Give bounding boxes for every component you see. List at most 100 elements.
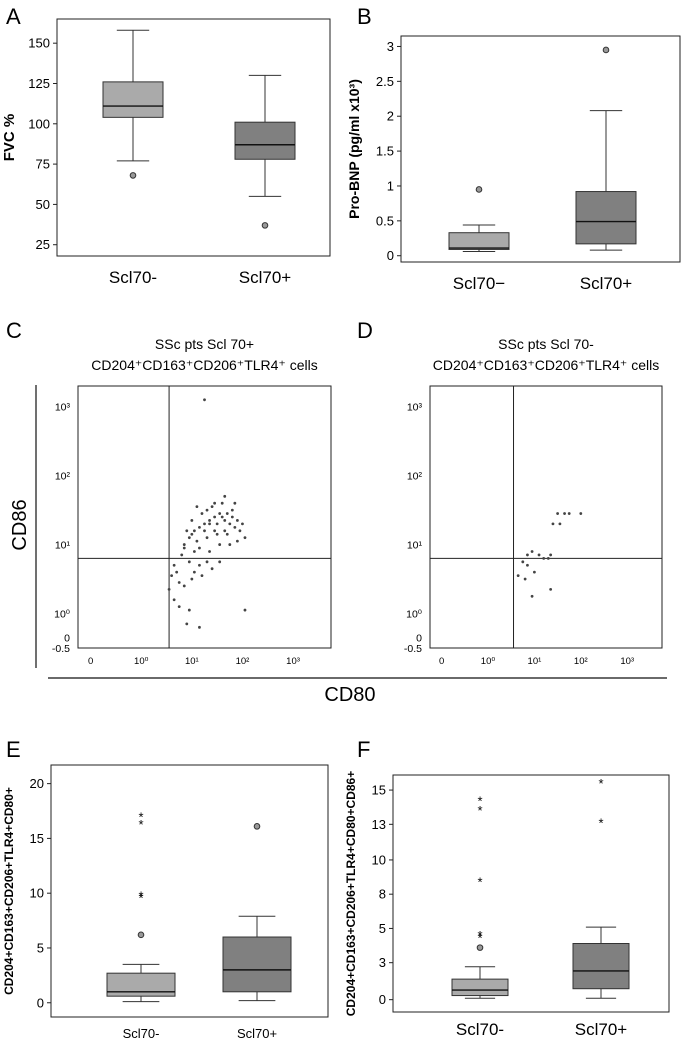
event-dot [546,556,550,560]
y-axis-label: CD204+CD163+CD206+TLR4+CD80+CD86+ [344,771,358,1016]
event-dot [190,532,194,536]
event-dot [208,519,211,522]
event-dot [530,594,534,598]
category-label: Scl70+ [237,1026,277,1041]
event-dot [195,505,199,509]
event-dot [172,563,176,567]
event-dot [230,508,234,512]
y-tick-label: 20 [30,776,44,791]
outlier-circle [129,172,137,179]
event-dot [218,512,222,515]
event-dot [198,546,201,550]
y-tick-label: 2.5 [376,74,394,89]
y-tick-label: 10 [30,886,44,901]
y-tick-label: 13 [372,817,386,832]
event-dot [182,584,186,588]
event-dot [213,515,217,519]
box-iqr [222,936,292,993]
y-tick-label: 10³ [407,402,423,414]
y-tick-label: 0 [64,633,70,645]
y-tick-label: 15 [30,831,44,846]
box-iqr [572,943,630,990]
y-axis-label: CD204+CD163+CD206+TLR4+CD80+ [2,787,16,995]
event-dot [235,519,239,522]
y-tick-label: 125 [28,76,50,91]
outlier-circle [137,931,145,939]
event-dot [579,512,583,515]
panel-letter-f: F [357,737,370,762]
event-dot [516,574,520,578]
event-dot [175,570,179,574]
event-dot [225,532,229,536]
event-dot [198,563,201,567]
y-tick-label: 10¹ [55,540,71,552]
event-dot [523,577,527,581]
plot-frame [50,764,329,1018]
y-tick-label: 0 [379,992,386,1007]
y-tick-label: 0 [37,995,44,1010]
y-tick-label: 1.5 [376,144,394,159]
event-dot [182,546,186,550]
event-dot [167,587,171,591]
event-dot [177,605,181,609]
event-dot [549,587,553,591]
event-dot [228,543,232,546]
category-label: Scl70+ [575,1020,628,1039]
event-dot [220,515,224,519]
event-dot [223,494,227,498]
y-tick-label: 10² [407,471,423,483]
plot-title-line2: CD204⁺CD163⁺CD206⁺TLR4⁺ cells [433,357,659,373]
y-tick-label: -0.5 [52,643,70,655]
y-tick-label: 75 [36,157,50,172]
event-dot [563,512,566,515]
event-dot [567,512,571,515]
event-dot [235,539,239,543]
event-dot [182,543,186,546]
y-tick-label: 10³ [55,402,71,414]
event-dot [526,563,529,567]
y-tick-label: 3 [387,39,394,54]
x-tick-label: 10⁰ [481,656,496,667]
event-dot [192,529,196,533]
plot-frame [429,385,663,649]
plot-frame [392,774,670,1013]
y-tick-label: 15 [372,783,386,798]
x-tick-label: 0 [88,656,93,667]
y-tick-label: 0 [416,633,422,645]
y-tick-label: 5 [37,940,44,955]
event-dot [210,567,214,571]
panel-letter-a: A [6,4,21,29]
event-dot [200,512,204,515]
x-tick-label: 10¹ [528,656,542,667]
event-dot [203,529,206,533]
y-axis-label: Pro-BNP (pg/ml x10³) [346,79,362,219]
event-dot [218,560,222,564]
category-label: Scl70- [456,1020,504,1039]
y-tick-label: 25 [36,237,50,252]
box-iqr [575,191,637,245]
event-dot [225,512,229,515]
event-dot [208,522,211,526]
x-tick-label: 10² [574,656,588,667]
event-dot [210,505,214,509]
event-dot [208,550,211,553]
y-tick-label: 10² [55,471,71,483]
event-dot [556,512,559,515]
plot-title-line1: SSc pts Scl 70- [498,336,594,352]
outlier-circle [261,222,269,229]
y-tick-label: 10⁰ [54,609,70,621]
y-tick-label: 3 [379,955,386,970]
event-dot [215,532,219,536]
event-dot [213,529,217,533]
y-tick-label: 10⁰ [406,609,422,621]
event-dot [218,543,222,546]
event-dot [185,529,189,533]
event-dot [200,574,204,578]
outlier-star: * [477,794,482,809]
y-tick-label: -0.5 [404,643,422,655]
event-dot [180,553,184,557]
event-dot [205,536,209,540]
flow-xlabel-cd80: CD80 [324,684,375,706]
y-tick-label: 1 [387,178,394,193]
